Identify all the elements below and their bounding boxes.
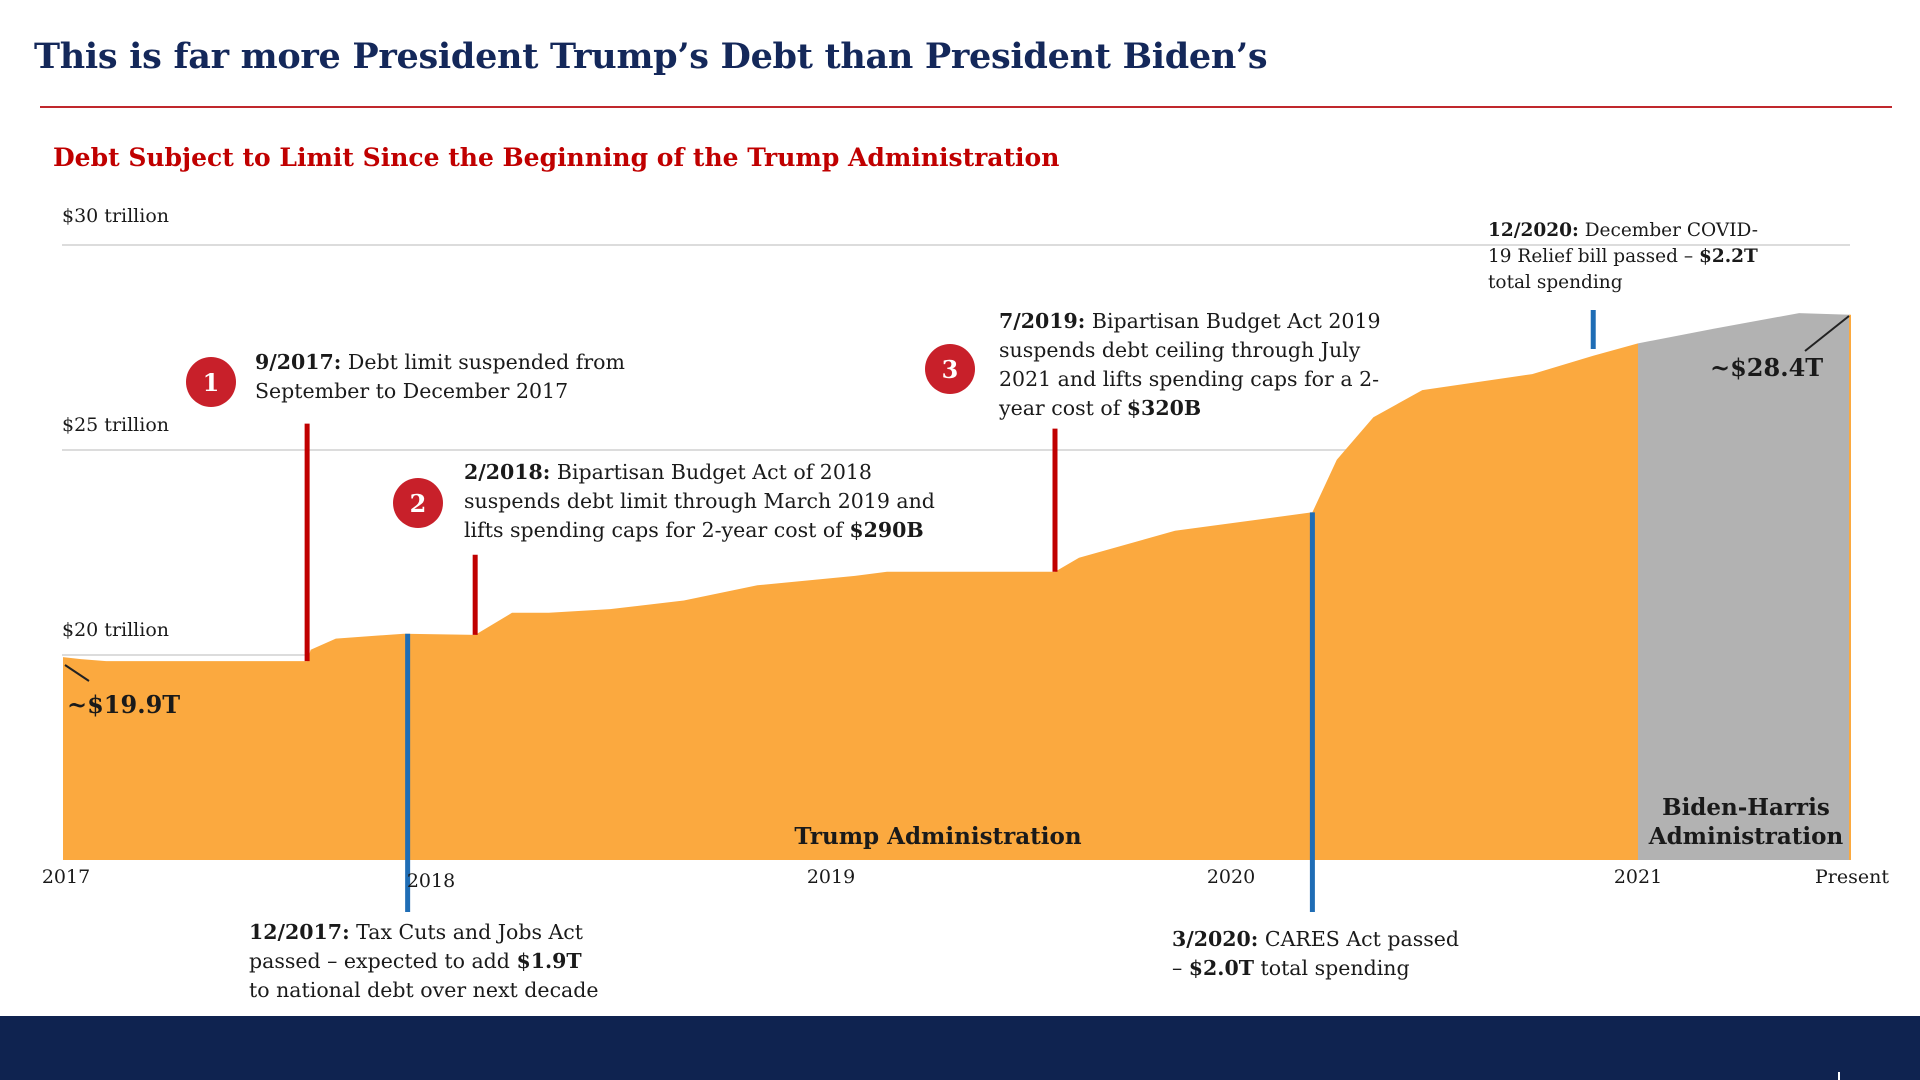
- annotation-text: suspends debt limit through March 2019 a…: [464, 489, 935, 513]
- annotation-text: total spending: [1253, 956, 1410, 980]
- start-callout-leader: [64, 664, 90, 682]
- annotation-line: 3/2020: CARES Act passed: [1172, 925, 1459, 954]
- annotation-7-2019: 7/2019: Bipartisan Budget Act 2019 suspen…: [999, 307, 1381, 423]
- biden-harris-administration-label: Biden-Harris Administration: [1649, 793, 1843, 851]
- x-tick-label-2021: 2021: [1613, 866, 1663, 888]
- annotation-line: suspends debt ceiling through July: [999, 336, 1381, 365]
- biden-area: [1638, 313, 1850, 861]
- x-tick-label-2019: 2019: [806, 866, 856, 888]
- annotation-line: 2021 and lifts spending caps for a 2-: [999, 365, 1381, 394]
- y-tick-label-25: $25 trillion: [62, 414, 170, 436]
- annotation-line: year cost of $320B: [999, 394, 1381, 423]
- chart-title: Debt Subject to Limit Since the Beginnin…: [53, 143, 1060, 172]
- annotation-text: lifts spending caps for 2-year cost of: [464, 518, 850, 542]
- annotation-emphasis: 3/2020:: [1172, 927, 1259, 951]
- x-tick-label-2020: 2020: [1206, 866, 1256, 888]
- annotation-line: total spending: [1488, 270, 1758, 296]
- annotation-text: 2021 and lifts spending caps for a 2-: [999, 367, 1380, 391]
- annotation-line: 12/2017: Tax Cuts and Jobs Act: [249, 918, 599, 947]
- trump-administration-label: Trump Administration: [794, 823, 1082, 850]
- event-badge-3: 3: [925, 344, 975, 394]
- annotation-text: Tax Cuts and Jobs Act: [349, 920, 584, 944]
- annotation-line: – $2.0T total spending: [1172, 954, 1459, 983]
- y-tick-label-20: $20 trillion: [62, 619, 170, 641]
- annotation-12-2017: 12/2017: Tax Cuts and Jobs Act passed – e…: [249, 918, 599, 1005]
- annotation-line: September to December 2017: [255, 377, 625, 406]
- annotation-emphasis: 7/2019:: [999, 309, 1086, 333]
- trump-area: [63, 343, 1638, 860]
- annotation-emphasis: 9/2017:: [255, 350, 342, 374]
- annotation-text: 19 Relief bill passed –: [1488, 246, 1699, 267]
- annotation-text: September to December 2017: [255, 379, 569, 403]
- x-tick-label-2017: 2017: [41, 866, 91, 888]
- annotation-text: Bipartisan Budget Act 2019: [1085, 309, 1381, 333]
- x-tick-label-2018: 2018: [406, 870, 456, 892]
- x-tick-label-present: Present: [1815, 866, 1889, 888]
- annotation-emphasis: $2.0T: [1188, 956, 1254, 980]
- page-title: This is far more President Trump’s Debt …: [34, 36, 1268, 77]
- annotation-3-2020: 3/2020: CARES Act passed – $2.0T total sp…: [1172, 925, 1459, 983]
- annotation-9-2017: 9/2017: Debt limit suspended from Septemb…: [255, 348, 625, 406]
- annotation-line: lifts spending caps for 2-year cost of $…: [464, 516, 935, 545]
- annotation-12-2020: 12/2020: December COVID- 19 Relief bill p…: [1488, 218, 1758, 296]
- annotation-line: suspends debt limit through March 2019 a…: [464, 487, 935, 516]
- annotation-emphasis: 2/2018:: [464, 460, 551, 484]
- footer-mark: [1838, 1072, 1840, 1080]
- annotation-text: CARES Act passed: [1258, 927, 1460, 951]
- annotation-line: 7/2019: Bipartisan Budget Act 2019: [999, 307, 1381, 336]
- annotation-emphasis: $2.2T: [1698, 246, 1758, 267]
- annotation-line: 2/2018: Bipartisan Budget Act of 2018: [464, 458, 935, 487]
- start-debt-callout: ~$19.9T: [67, 690, 181, 719]
- annotation-text: passed – expected to add: [249, 949, 517, 973]
- annotation-emphasis: $1.9T: [516, 949, 582, 973]
- event-badge-1: 1: [186, 357, 236, 407]
- annotation-emphasis: 12/2020:: [1488, 220, 1579, 241]
- annotation-text: to national debt over next decade: [249, 978, 599, 1002]
- footer-band: [0, 1016, 1920, 1080]
- annotation-line: passed – expected to add $1.9T: [249, 947, 599, 976]
- title-divider: [40, 106, 1892, 108]
- annotation-text: Debt limit suspended from: [341, 350, 625, 374]
- annotation-emphasis: $320B: [1126, 396, 1202, 420]
- biden-label-line-2: Administration: [1648, 823, 1844, 850]
- annotation-line: 19 Relief bill passed – $2.2T: [1488, 244, 1758, 270]
- annotation-line: 9/2017: Debt limit suspended from: [255, 348, 625, 377]
- present-debt-callout: ~$28.4T: [1710, 353, 1824, 382]
- annotation-text: total spending: [1488, 272, 1623, 293]
- annotation-text: year cost of: [999, 396, 1127, 420]
- annotation-text: Bipartisan Budget Act of 2018: [550, 460, 872, 484]
- biden-label-line-1: Biden-Harris: [1662, 794, 1830, 821]
- y-tick-label-30: $30 trillion: [62, 205, 170, 227]
- annotation-emphasis: 12/2017:: [249, 920, 350, 944]
- annotation-text: –: [1172, 956, 1189, 980]
- annotation-line: to national debt over next decade: [249, 976, 599, 1005]
- annotation-emphasis: $290B: [849, 518, 924, 542]
- annotation-text: December COVID-: [1578, 220, 1758, 241]
- annotation-line: 12/2020: December COVID-: [1488, 218, 1758, 244]
- annotation-2-2018: 2/2018: Bipartisan Budget Act of 2018 sus…: [464, 458, 935, 545]
- annotation-text: suspends debt ceiling through July: [999, 338, 1361, 362]
- present-callout-leader: [1804, 315, 1850, 352]
- event-badge-2: 2: [393, 478, 443, 528]
